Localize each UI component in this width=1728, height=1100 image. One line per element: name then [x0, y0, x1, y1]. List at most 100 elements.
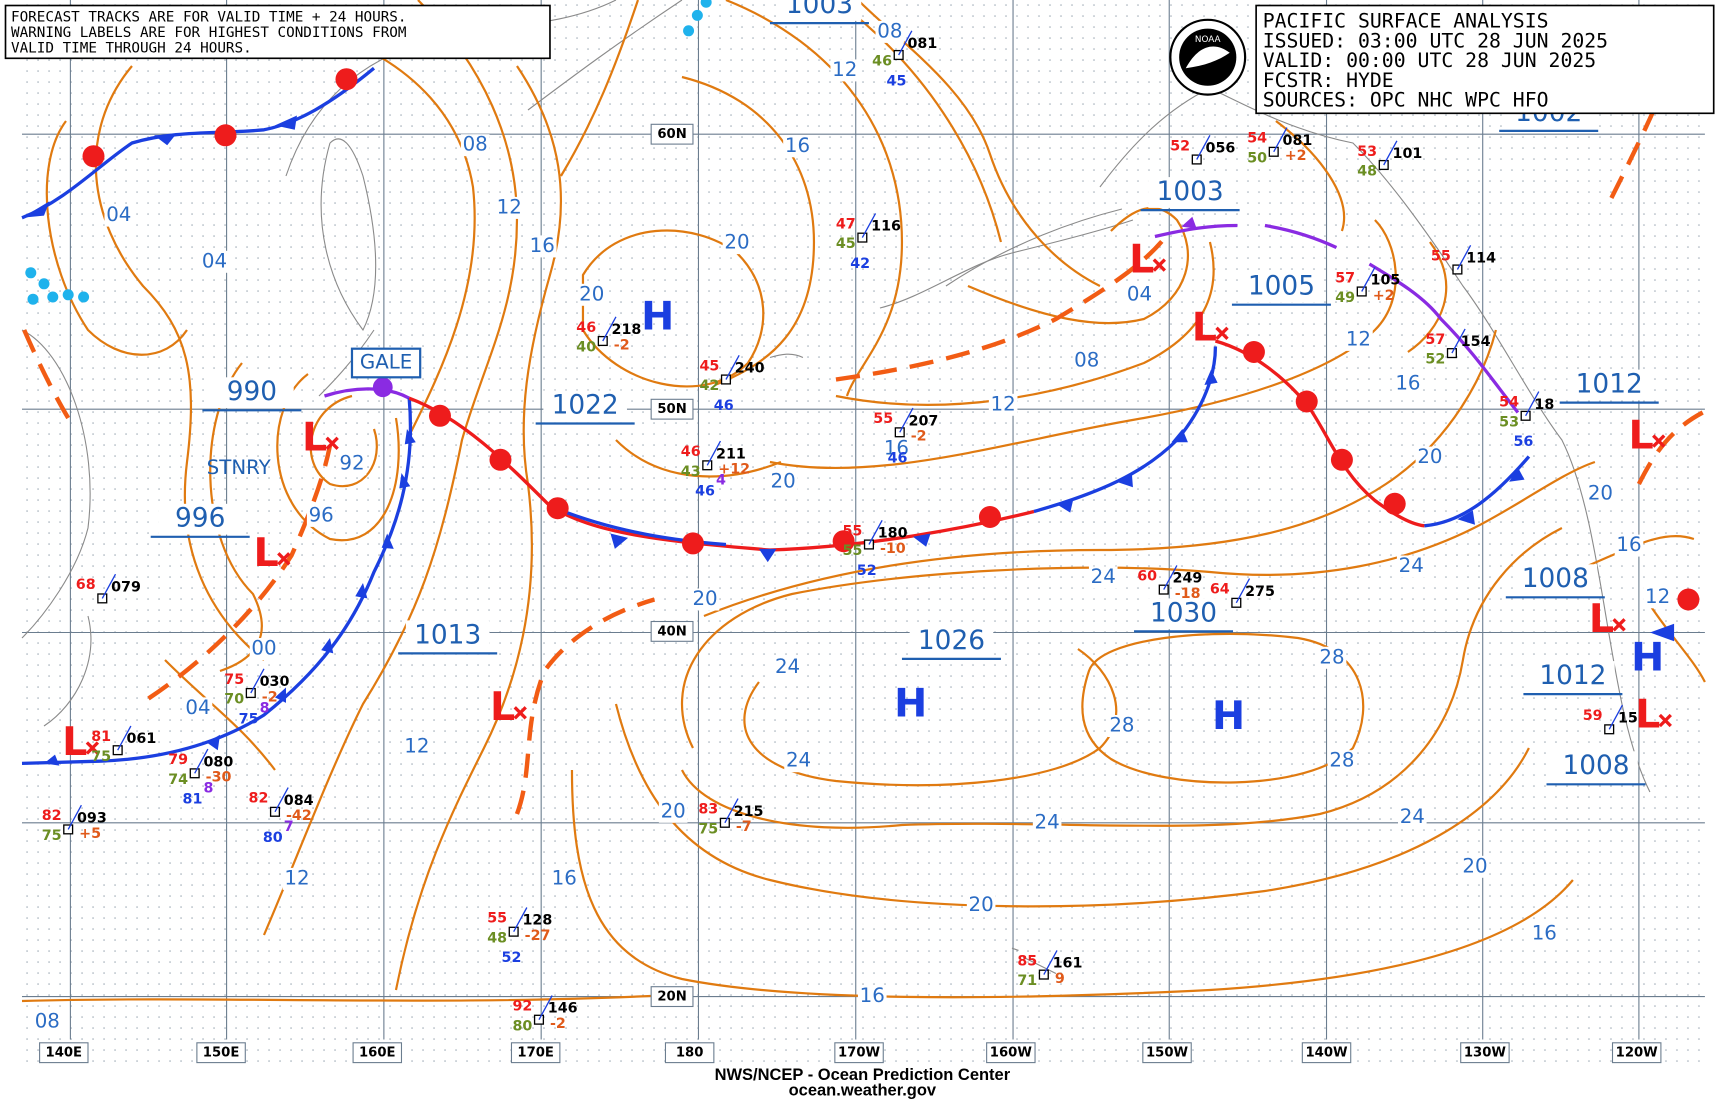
isobar-label: 12	[497, 195, 522, 218]
isobar-label: 20	[1417, 445, 1442, 468]
station-dew: 46	[872, 54, 892, 70]
station-sea: 80	[263, 830, 283, 846]
lon-label-box	[1301, 1042, 1352, 1064]
wind-barb	[274, 787, 289, 813]
isobar-label-bg	[857, 985, 887, 1008]
pressure-label-bg	[777, 0, 862, 21]
station-dew: 71	[1017, 973, 1037, 989]
lon-label: 160W	[990, 1046, 1033, 1061]
station-dew: 50	[1247, 150, 1267, 166]
isobar-label-bg	[183, 697, 213, 720]
low-cross	[1658, 713, 1672, 728]
isobar-label: 08	[35, 1009, 60, 1032]
wind-barb	[1383, 140, 1398, 166]
isobar-label-bg	[282, 867, 312, 890]
station-id: 093	[77, 810, 107, 826]
isobar-label-bg	[577, 283, 607, 306]
station-sea: 52	[857, 563, 877, 579]
isobar-label: 24	[1399, 554, 1424, 577]
station-tend: 9	[1055, 971, 1065, 987]
pressure-label: 1013	[414, 620, 481, 650]
isobar-label: 20	[969, 893, 994, 916]
low-center: L	[1192, 304, 1217, 350]
pressure-label-bg	[158, 503, 242, 535]
isobar-label: 20	[1462, 854, 1487, 877]
station-temp: 75	[224, 672, 244, 688]
isobars	[21, 0, 1706, 1003]
station-marker	[719, 817, 730, 828]
low-center: L	[1129, 236, 1154, 282]
title-line: ISSUED: 03:00 UTC 28 JUN 2025	[1263, 29, 1608, 52]
station-id: 180	[878, 525, 908, 541]
warning-label: GALE	[360, 350, 412, 373]
isobar-label-bg	[1072, 349, 1102, 372]
wind-barb	[706, 440, 722, 466]
station-tend: -42	[286, 808, 312, 824]
wind-barb	[725, 354, 740, 380]
title-block: PACIFIC SURFACE ANALYSIS ISSUED: 03:00 U…	[1255, 4, 1715, 115]
title-line: VALID: 00:00 UTC 28 JUN 2025	[1263, 49, 1596, 72]
lon-label-box	[510, 1042, 561, 1064]
station-wave: 8	[260, 700, 270, 716]
wind-barb	[194, 748, 209, 774]
station-sea: 46	[888, 451, 908, 467]
lon-label: 170E	[517, 1046, 554, 1061]
station-id: 218	[612, 322, 642, 338]
station-wave: 7	[284, 819, 294, 835]
pressure-label: 1012	[1576, 369, 1643, 399]
wind-barb	[1361, 266, 1376, 292]
station-sea: 42	[850, 256, 870, 272]
station-dew: 48	[1357, 164, 1377, 180]
isobar-label: 08	[1074, 348, 1099, 371]
low-cross	[513, 706, 527, 720]
station-temp: 60	[1137, 568, 1157, 584]
station-id: 154	[1461, 334, 1491, 350]
pressure-label-bg	[909, 625, 994, 657]
lon-label-box	[986, 1042, 1036, 1064]
isobar-label: 16	[530, 234, 555, 257]
isobar-label-bg	[1415, 446, 1445, 469]
lon-label-box	[196, 1042, 246, 1064]
isobar-label-bg	[768, 470, 798, 493]
low-cross	[1152, 258, 1166, 272]
lon-label: 150W	[1146, 1046, 1189, 1061]
isobar-label: 04	[185, 696, 210, 719]
pressure-label: 1008	[1522, 564, 1589, 594]
station-dew: 75	[698, 821, 718, 837]
pressure-label: 1012	[1539, 661, 1606, 691]
isobar-label: 24	[1400, 805, 1425, 828]
station-sea: 45	[887, 73, 907, 89]
station-marker	[269, 806, 281, 817]
wind-barb	[1525, 391, 1540, 417]
station-tend: -2	[614, 337, 630, 353]
station-id: 146	[548, 1001, 578, 1017]
station-dew: 48	[487, 930, 507, 946]
station-dew: 52	[1425, 352, 1445, 368]
isobar-label: 16	[1532, 921, 1557, 944]
isobar-label: 16	[1616, 533, 1641, 556]
isobar-label-bg	[32, 1010, 62, 1033]
wind-barb	[67, 804, 82, 830]
wind-barb	[1608, 704, 1623, 730]
low-center: L	[1628, 412, 1653, 458]
station-tend: -2	[911, 429, 927, 445]
station-id: 207	[909, 413, 939, 429]
lon-label-box	[39, 1042, 89, 1064]
isobar-label-bg	[1643, 586, 1672, 609]
wind-barb	[899, 407, 914, 433]
wind-barb	[1235, 578, 1251, 604]
station-temp: 52	[1170, 138, 1190, 154]
pressure-label-bg	[1141, 598, 1226, 630]
isobar-label: 20	[771, 469, 796, 492]
station-temp: 54	[1499, 395, 1519, 411]
lat-label-box	[650, 620, 694, 642]
pressure-label: 1030	[1150, 598, 1217, 628]
station-marker	[1231, 597, 1242, 608]
station-sea: 52	[502, 950, 522, 966]
station-marker	[702, 460, 713, 471]
isobar-label: 08	[463, 133, 488, 156]
station-id: 161	[1053, 956, 1083, 972]
station-temp: 82	[42, 808, 62, 824]
station-tend: -27	[525, 928, 551, 944]
isobar-label-bg	[773, 656, 802, 679]
